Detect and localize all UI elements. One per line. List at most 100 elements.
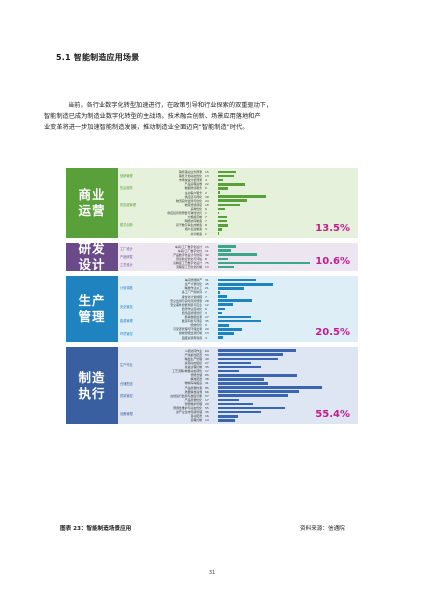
scenario-value: 7	[205, 215, 207, 220]
scenario-value: 39	[205, 194, 209, 199]
scenario-bar	[218, 382, 269, 385]
scenario-bar	[218, 257, 228, 261]
subgroup-label: 能源管理	[120, 319, 133, 324]
scenario-value: 65	[205, 373, 209, 378]
scenario-label: 产品质量优化	[184, 397, 202, 402]
scenario-label: 物流智能调度	[184, 202, 202, 207]
subgroup-label: 供应链管理	[120, 202, 136, 207]
scenario-bar	[218, 390, 299, 393]
scenario-value: 14	[205, 418, 209, 423]
scenario-value: 16	[205, 414, 209, 419]
scenario-label: 精准作业派工	[184, 286, 202, 291]
scenario-bar	[218, 187, 228, 190]
scenario-value: 7	[205, 219, 207, 224]
scenario-bar	[218, 311, 222, 315]
scenario-label: 数据增值服务	[184, 186, 202, 191]
scenario-value: 8	[205, 256, 207, 261]
scenario-value: 21	[205, 286, 209, 291]
scenario-bar	[218, 336, 223, 339]
scenario-bar	[218, 183, 245, 186]
scenario-value: 85	[205, 385, 209, 390]
scenario-bar	[218, 414, 238, 418]
scenario-value: 7	[205, 294, 207, 299]
section-percent: 20.5%	[315, 326, 350, 338]
scenario-label: 主动客户服务	[184, 190, 202, 195]
scenario-value: 27	[205, 360, 209, 365]
scenario-bar	[218, 369, 239, 373]
scenario-label: 质量精准追溯	[184, 389, 202, 394]
scenario-bar	[218, 365, 261, 369]
scenario-bar	[218, 203, 240, 207]
scenario-value: 31	[205, 278, 209, 283]
scenario-bar	[218, 373, 298, 377]
scenario-value: 75	[205, 260, 209, 265]
scenario-label: 污染源管理与环保监测	[173, 327, 202, 332]
scenario-value: 27	[205, 315, 209, 320]
scenario-bar	[218, 174, 234, 178]
scenario-value: 6	[205, 306, 207, 311]
scenario-label: 危险品智能管控	[181, 310, 202, 315]
scenario-label: 大规模定制	[187, 215, 202, 220]
scenario-bar	[218, 323, 229, 327]
scenario-label: 排放智能监测控制	[178, 331, 202, 336]
figure-source: 资料来源：信通院	[300, 526, 345, 532]
scenario-label: 多工厂产供协同	[181, 290, 202, 295]
scenario-bar	[218, 295, 227, 298]
scenario-value: 35	[205, 319, 209, 324]
scenario-bar	[218, 191, 221, 194]
scenario-bar	[218, 253, 258, 257]
scenario-value: 4	[205, 178, 207, 183]
scenario-label: 工艺流程/参数动态调优	[172, 369, 202, 374]
scenario-value: 8	[205, 223, 207, 228]
scenario-bar	[218, 357, 278, 361]
scenario-bar	[218, 219, 227, 223]
scenario-value: 35	[205, 365, 209, 370]
section-title-line: 设计	[78, 256, 106, 272]
subgroup-label: 质量管控	[120, 393, 133, 398]
scenario-value: 45	[205, 282, 209, 287]
figure-caption: 图表 23：智能制造场景应用	[60, 526, 132, 532]
scenario-value: 12	[205, 302, 209, 307]
scenario-bar	[218, 211, 220, 215]
scenario-label: 在线运行监测与故障诊断	[170, 393, 202, 398]
scenario-value: 64	[205, 348, 209, 353]
scenario-label: 先进过程控制	[184, 365, 202, 370]
scenario-value: 41	[205, 381, 209, 386]
section-title: 制造 执行	[66, 346, 118, 425]
scenario-value: 35	[205, 410, 209, 415]
scenario-label: 车间智能排产	[184, 278, 202, 283]
scenario-value: 11	[205, 248, 209, 253]
scenario-bar	[218, 307, 226, 311]
subgroup-label: 模式创新	[120, 223, 133, 228]
scenario-bar	[218, 410, 261, 414]
section-percent: 10.6%	[315, 256, 350, 268]
scenario-label: 生产计划优化	[184, 282, 202, 287]
scenario-value: 57	[205, 393, 209, 398]
subgroup-label: 营销管理	[120, 174, 133, 179]
scenario-value: 49	[205, 356, 209, 361]
scenario-label: 能效优化	[190, 323, 202, 328]
scenario-bar	[218, 291, 221, 294]
section-percent: 55.4%	[315, 409, 350, 421]
scenario-value: 13	[205, 265, 209, 270]
scenario-label: 物流实时监测与优化	[175, 198, 202, 203]
scenario-label: 产品数字化设计与仿真	[173, 252, 202, 257]
scenario-bar	[218, 378, 265, 381]
scenario-label: 危险作业自动化	[181, 306, 202, 311]
scenario-label: 安全事件智能溯源与应急	[170, 302, 202, 307]
scenario-value: 3	[205, 227, 207, 232]
subgroup-label: 设备管理	[120, 412, 133, 417]
scenario-bar	[218, 232, 220, 235]
scenario-value: 8	[205, 186, 207, 191]
scenario-bar	[218, 195, 266, 198]
section-title-line: 制造	[78, 369, 106, 385]
scenario-bar	[218, 282, 273, 286]
scenario-label: 高精度工艺数字化设计	[173, 260, 202, 265]
scenario-bar	[218, 319, 261, 323]
scenario-label: 销售计划动态优化	[178, 174, 202, 179]
scenario-bar	[218, 299, 253, 302]
subgroup-label: 环境管控	[120, 331, 133, 336]
scenario-label: 物料码垛搬运	[184, 381, 202, 386]
scenario-label: 精准配送	[190, 377, 202, 382]
